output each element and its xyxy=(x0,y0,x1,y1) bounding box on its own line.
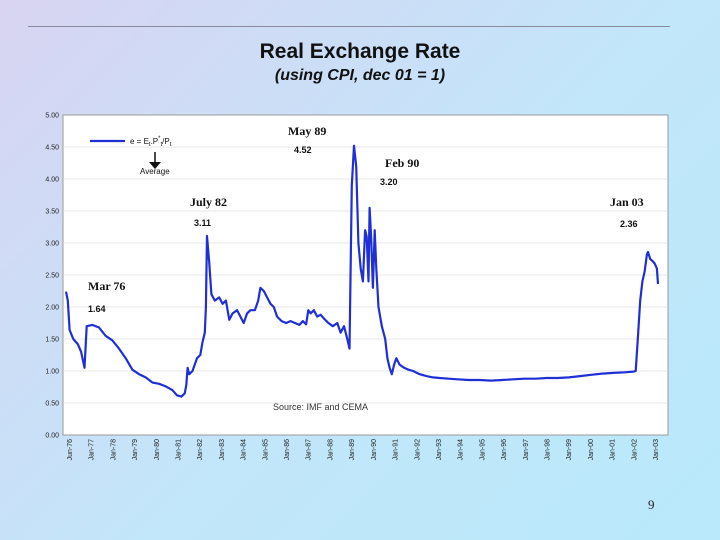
y-tick-label: 4.50 xyxy=(45,145,59,152)
x-tick-label: Jan-89 xyxy=(349,439,356,461)
x-tick-label: Jan-92 xyxy=(414,439,421,461)
slide-number: 9 xyxy=(648,497,655,512)
legend-formula: e = Et.P*t/Pt xyxy=(130,136,172,148)
legend-tail: /P xyxy=(162,137,170,146)
legend-mid: .P xyxy=(151,137,159,146)
y-tick-label: 0.00 xyxy=(45,433,59,440)
legend-formula-base: e = E xyxy=(130,137,149,146)
chart-subtitle: (using CPI, dec 01 = 1) xyxy=(274,67,446,84)
top-divider xyxy=(28,26,670,27)
x-tick-label: Jan-00 xyxy=(588,439,595,461)
legend-sub-t3: t xyxy=(170,142,172,148)
annotation-feb90-label: Feb 90 xyxy=(385,156,419,170)
y-tick-label: 2.50 xyxy=(45,273,59,280)
y-tick-label: 3.00 xyxy=(45,241,59,248)
y-axis-ticks: 0.00 0.50 1.00 1.50 2.00 2.50 3.00 3.50 4.00 4.50… xyxy=(45,113,59,440)
y-tick-label: 1.50 xyxy=(45,337,59,344)
x-tick-label: Jan-95 xyxy=(479,439,486,461)
x-tick-label: Jan-84 xyxy=(241,439,248,461)
legend-sup: * xyxy=(158,136,161,142)
y-tick-label: 3.50 xyxy=(45,209,59,216)
x-tick-label: Jan-03 xyxy=(653,439,660,461)
arrow-head-icon xyxy=(149,162,161,169)
x-tick-label: Jan-94 xyxy=(458,439,465,461)
x-tick-label: Jan-96 xyxy=(501,439,508,461)
annotation-feb90-value: 3.20 xyxy=(380,177,398,187)
x-tick-label: Jan-98 xyxy=(544,439,551,461)
annotation-jul82-value: 3.11 xyxy=(194,218,211,228)
line-chart: 0.00 0.50 1.00 1.50 2.00 2.50 3.00 3.50 4.00 4.50… xyxy=(45,113,669,461)
chart-source: Source: IMF and CEMA xyxy=(273,402,368,412)
x-tick-label: Jan-82 xyxy=(197,439,204,461)
chart-title: Real Exchange Rate xyxy=(259,40,461,63)
legend: e = Et.P*t/Pt Average xyxy=(90,136,172,176)
annotation-may89-value: 4.52 xyxy=(294,145,312,155)
x-tick-label: Jan-02 xyxy=(631,439,638,461)
series-line xyxy=(64,144,660,398)
annotation-jul82-label: July 82 xyxy=(190,195,227,209)
legend-sub-t2: t xyxy=(160,142,162,148)
x-tick-label: Jan-97 xyxy=(523,439,530,461)
annotation-jan03-label: Jan 03 xyxy=(610,195,644,209)
x-tick-label: Jan-90 xyxy=(371,439,378,461)
legend-sub-t: t xyxy=(149,142,151,148)
x-tick-label: Jan-85 xyxy=(262,439,269,461)
x-tick-label: Jan-87 xyxy=(306,439,313,461)
y-tick-label: 0.50 xyxy=(45,401,59,408)
y-tick-label: 1.00 xyxy=(45,369,59,376)
x-tick-label: Jan-99 xyxy=(566,439,573,461)
y-tick-label: 4.00 xyxy=(45,177,59,184)
annotation-may89-label: May 89 xyxy=(288,124,326,138)
x-tick-label: Jan-88 xyxy=(327,439,334,461)
x-tick-label: Jan-01 xyxy=(610,439,617,461)
x-tick-label: Jan-79 xyxy=(132,439,139,461)
x-tick-label: Jan-91 xyxy=(393,439,400,461)
annotation-mar76-value: 1.64 xyxy=(88,304,106,314)
x-tick-label: Jan-81 xyxy=(176,439,183,461)
legend-average: Average xyxy=(140,167,170,176)
x-tick-label: Jan-86 xyxy=(284,439,291,461)
x-tick-label: Jan-78 xyxy=(110,439,117,461)
x-tick-label: Jan-80 xyxy=(154,439,161,461)
y-tick-label: 5.00 xyxy=(45,113,59,120)
x-tick-label: Jan-93 xyxy=(436,439,443,461)
x-tick-label: Jan-83 xyxy=(219,439,226,461)
x-tick-label: Jan-77 xyxy=(89,439,96,461)
annotation-jan03-value: 2.36 xyxy=(620,219,638,229)
x-axis-ticks: Jun-76 Jan-77 Jan-78 Jan-79 Jan-80 Jan-81 Jan-… xyxy=(67,439,660,461)
y-tick-label: 2.00 xyxy=(45,305,59,312)
annotation-mar76-label: Mar 76 xyxy=(88,279,125,293)
x-tick-label: Jun-76 xyxy=(67,439,74,461)
